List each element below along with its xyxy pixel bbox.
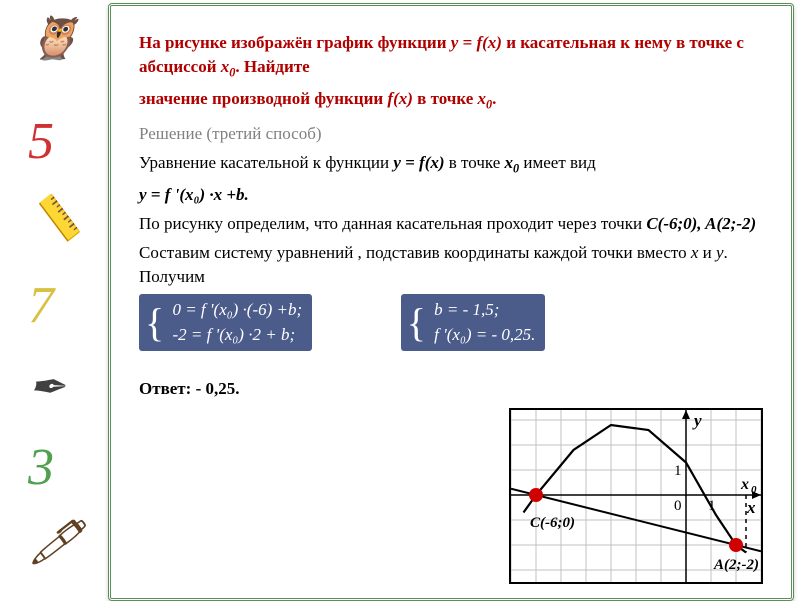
solution-line-3: По рисунку определим, что данная касател…	[139, 212, 767, 236]
sidebar-decor: ✒	[28, 362, 65, 413]
sidebar-decor: 7	[28, 276, 54, 335]
svg-text:y: y	[692, 411, 702, 430]
sidebar-decor: 3	[28, 438, 54, 497]
svg-text:0: 0	[674, 498, 682, 514]
sidebar-decor: 🦉	[28, 14, 80, 63]
brace-box-1: { 0 = f '(x₀) ·(-6) +b; -2 = f '(x₀) ·2 …	[139, 294, 312, 351]
svg-text:x: x	[746, 498, 756, 517]
sidebar-decor: 5	[28, 112, 54, 171]
problem-statement: На рисунке изображён график функции y = …	[139, 31, 767, 82]
graph: yx011x0C(-6;0)A(2;-2)	[509, 408, 763, 584]
brace-box-2: { b = - 1,5; f '(x₀) = - 0,25.	[401, 294, 546, 351]
sidebar: 🦉 5 📏 7 ✒ 3 🖊	[0, 0, 105, 600]
svg-text:1: 1	[708, 498, 716, 514]
svg-text:C(-6;0): C(-6;0)	[530, 515, 575, 531]
solution-line-4: Составим систему уравнений , подставив к…	[139, 241, 767, 289]
brace-icon: {	[145, 307, 164, 339]
svg-text:x: x	[740, 476, 749, 493]
solution-line-1: Уравнение касательной к функции y = f(x)…	[139, 151, 767, 178]
svg-text:A(2;-2): A(2;-2)	[713, 557, 759, 573]
svg-text:0: 0	[751, 484, 757, 496]
solution-header: Решение (третий способ)	[139, 122, 767, 146]
equation-row: { 0 = f '(x₀) ·(-6) +b; -2 = f '(x₀) ·2 …	[139, 294, 767, 351]
answer: Ответ: - 0,25.	[139, 377, 767, 401]
solution-line-2: y = f '(x₀) ·x +b.	[139, 183, 767, 207]
brace-icon: {	[407, 307, 426, 339]
sidebar-decor: 🖊	[28, 516, 84, 568]
problem-statement-2: значение производной функции f(x) в точк…	[139, 87, 767, 114]
svg-text:1: 1	[674, 463, 682, 479]
content-panel: На рисунке изображён график функции y = …	[108, 3, 794, 601]
content-body: На рисунке изображён график функции y = …	[115, 10, 787, 414]
sidebar-decor: 📏	[28, 192, 83, 244]
